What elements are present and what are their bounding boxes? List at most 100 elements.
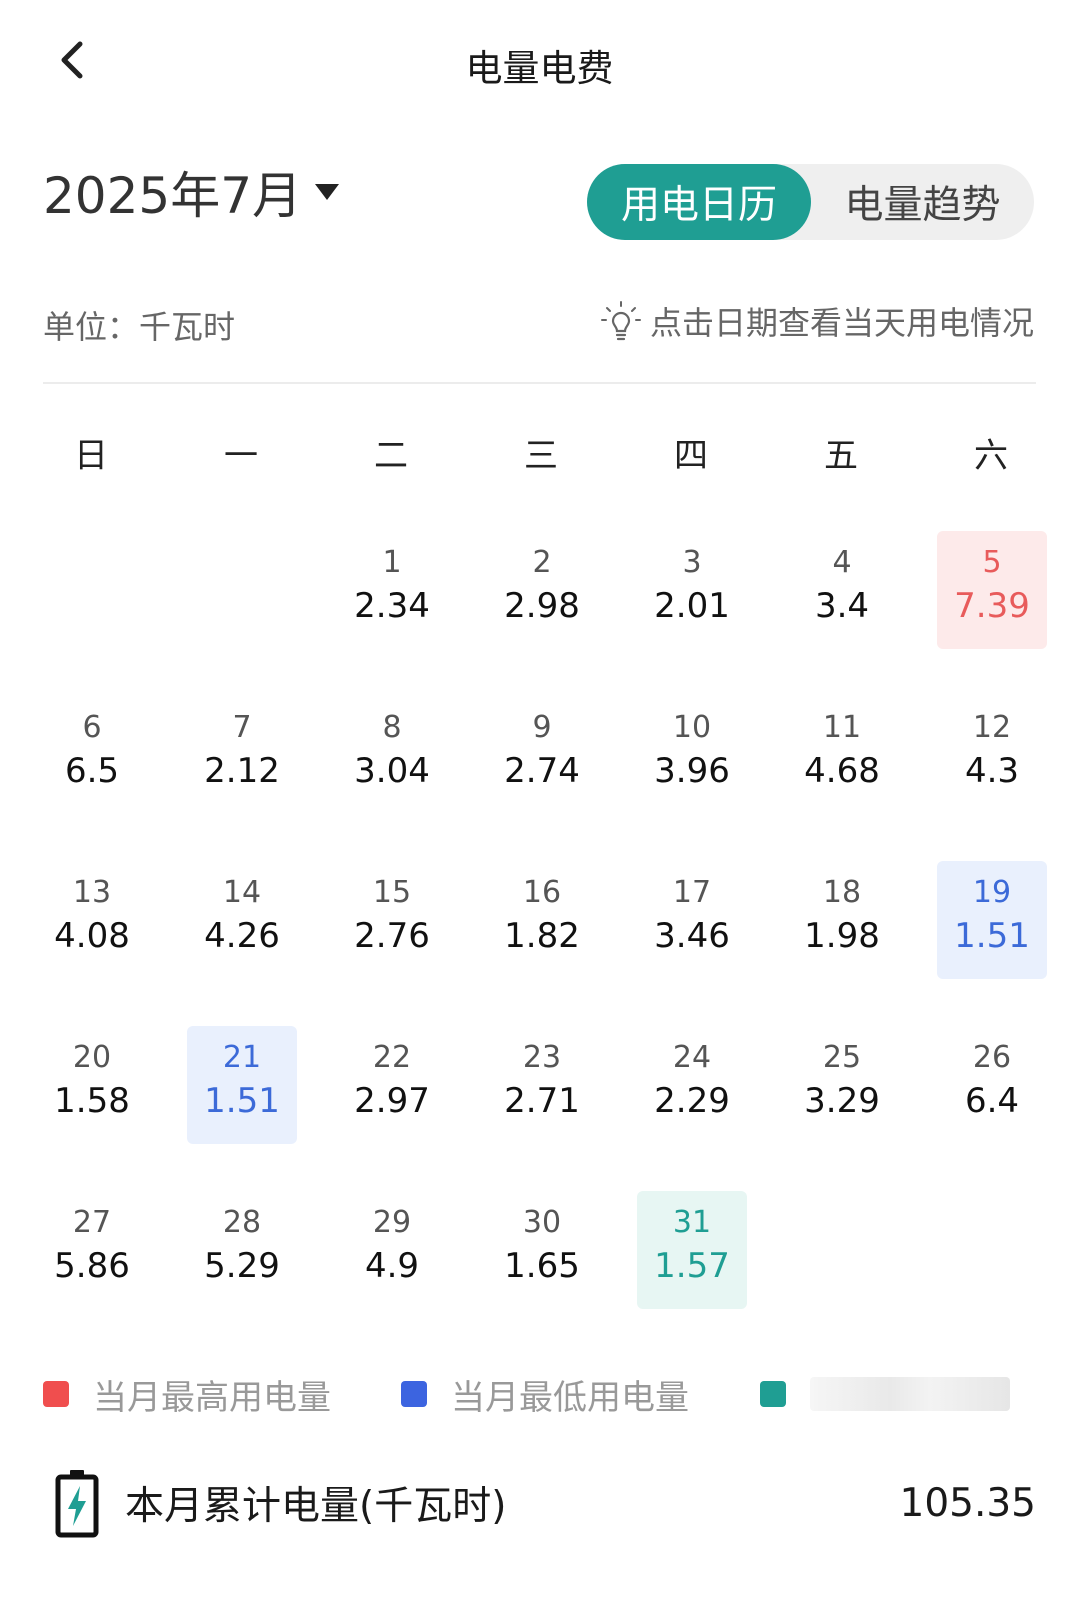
day-cell-bg: 8 3.04	[337, 696, 447, 814]
day-cell-bg: 16 1.82	[487, 861, 597, 979]
legend-label: 当月最高用电量	[93, 1377, 331, 1418]
day-number: 19	[972, 875, 1012, 910]
day-number: 14	[222, 875, 262, 910]
day-cell[interactable]: 20 1.58	[16, 1026, 166, 1191]
day-cell[interactable]: 13 4.08	[16, 861, 166, 1026]
day-usage: 2.71	[504, 1081, 580, 1121]
month-label: 2025年7月	[43, 167, 303, 225]
day-usage: 6.5	[64, 751, 120, 791]
day-cell-min[interactable]: 21 1.51	[166, 1026, 316, 1191]
day-number: 10	[672, 710, 712, 745]
day-number: 12	[972, 710, 1012, 745]
day-number: 3	[682, 545, 702, 580]
day-usage: 3.4	[814, 586, 870, 626]
day-number: 24	[672, 1040, 712, 1075]
day-usage: 4.3	[964, 751, 1020, 791]
day-cell-bg: 19 1.51	[937, 861, 1047, 979]
day-usage: 6.4	[964, 1081, 1020, 1121]
day-cell-bg: 13 4.08	[37, 861, 147, 979]
day-cell-bg: 23 2.71	[487, 1026, 597, 1144]
day-cell[interactable]: 14 4.26	[166, 861, 316, 1026]
day-number: 26	[972, 1040, 1012, 1075]
day-cell-bg: 17 3.46	[637, 861, 747, 979]
day-cell[interactable]: 26 6.4	[916, 1026, 1066, 1191]
tab-calendar[interactable]: 用电日历	[587, 164, 811, 240]
day-cell[interactable]: 11 4.68	[766, 696, 916, 861]
chevron-left-icon	[61, 41, 83, 79]
day-cell-max[interactable]: 5 7.39	[916, 531, 1066, 696]
calendar-week: 20 1.58 21 1.51 22 2.97 23 2.71 24 2.29 25 3.2…	[16, 1026, 1066, 1191]
day-cell[interactable]: 9 2.74	[466, 696, 616, 861]
day-cell[interactable]: 4 3.4	[766, 531, 916, 696]
day-cell[interactable]: 17 3.46	[616, 861, 766, 1026]
day-cell[interactable]: 30 1.65	[466, 1191, 616, 1356]
day-cell[interactable]: 28 5.29	[166, 1191, 316, 1356]
legend: 当月最高用电量 当月最低用电量	[43, 1370, 1036, 1418]
day-cell-bg: 14 4.26	[187, 861, 297, 979]
day-cell[interactable]: 12 4.3	[916, 696, 1066, 861]
weekday-header: 日 一 二 三 四 五 六	[16, 428, 1066, 477]
day-cell[interactable]: 15 2.76	[316, 861, 466, 1026]
day-cell-bg: 29 4.9	[337, 1191, 447, 1309]
day-cell-empty	[16, 531, 166, 696]
calendar-week: 6 6.5 7 2.12 8 3.04 9 2.74 10 3.96 11 4.68 12 4…	[16, 696, 1066, 861]
day-usage: 1.51	[204, 1081, 280, 1121]
day-number: 4	[832, 545, 852, 580]
day-number: 1	[382, 545, 402, 580]
day-cell-min[interactable]: 19 1.51	[916, 861, 1066, 1026]
back-button[interactable]	[50, 36, 98, 84]
day-cell[interactable]: 1 2.34	[316, 531, 466, 696]
day-cell-bg: 27 5.86	[37, 1191, 147, 1309]
lightbulb-icon	[600, 301, 641, 341]
day-cell[interactable]: 7 2.12	[166, 696, 316, 861]
summary-value: 105.35	[899, 1480, 1036, 1526]
day-number: 30	[522, 1205, 562, 1240]
monthly-summary: 本月累计电量(千瓦时) 105.35	[43, 1455, 1036, 1551]
calendar-week: 1 2.34 2 2.98 3 2.01 4 3.4 5 7.39	[16, 531, 1066, 696]
view-tabs: 用电日历 电量趋势	[587, 164, 1034, 240]
day-cell-bg: 6 6.5	[37, 696, 147, 814]
day-cell[interactable]: 18 1.98	[766, 861, 916, 1026]
day-number: 20	[72, 1040, 112, 1075]
calendar-grid: 1 2.34 2 2.98 3 2.01 4 3.4 5 7.39 6 6.5 7 2.12 …	[16, 531, 1066, 1356]
day-cell[interactable]: 25 3.29	[766, 1026, 916, 1191]
day-number: 16	[522, 875, 562, 910]
day-cell[interactable]: 2 2.98	[466, 531, 616, 696]
day-cell-bg: 30 1.65	[487, 1191, 597, 1309]
day-usage: 2.34	[354, 586, 430, 626]
day-number: 31	[672, 1205, 712, 1240]
unit-label: 单位：千瓦时	[43, 308, 236, 346]
day-cell-bg: 1 2.34	[337, 531, 447, 649]
day-usage: 2.97	[354, 1081, 430, 1121]
day-cell[interactable]: 10 3.96	[616, 696, 766, 861]
day-cell[interactable]: 6 6.5	[16, 696, 166, 861]
day-usage: 2.76	[354, 916, 430, 956]
day-cell[interactable]: 24 2.29	[616, 1026, 766, 1191]
caret-down-icon	[315, 184, 340, 200]
day-cell[interactable]: 27 5.86	[16, 1191, 166, 1356]
day-usage: 3.96	[654, 751, 730, 791]
day-number: 13	[72, 875, 112, 910]
day-usage: 7.39	[954, 586, 1030, 626]
day-usage: 2.74	[504, 751, 580, 791]
day-cell-bg: 7 2.12	[187, 696, 297, 814]
day-usage: 1.58	[54, 1081, 130, 1121]
day-cell-bg: 20 1.58	[37, 1026, 147, 1144]
weekday-label: 三	[524, 436, 558, 476]
day-cell[interactable]: 8 3.04	[316, 696, 466, 861]
day-usage: 1.57	[654, 1246, 730, 1286]
day-cell-bg: 18 1.98	[787, 861, 897, 979]
day-cell-bg: 12 4.3	[937, 696, 1047, 814]
day-cell[interactable]: 29 4.9	[316, 1191, 466, 1356]
day-cell-bg: 31 1.57	[637, 1191, 747, 1309]
day-cell-today[interactable]: 31 1.57	[616, 1191, 766, 1356]
day-cell[interactable]: 23 2.71	[466, 1026, 616, 1191]
month-picker[interactable]: 2025年7月	[43, 160, 340, 225]
tab-trend[interactable]: 电量趋势	[844, 183, 1001, 228]
day-cell-bg: 15 2.76	[337, 861, 447, 979]
day-cell[interactable]: 22 2.97	[316, 1026, 466, 1191]
legend-label: 当月最低用电量	[451, 1377, 689, 1418]
day-cell[interactable]: 3 2.01	[616, 531, 766, 696]
day-cell[interactable]: 16 1.82	[466, 861, 616, 1026]
hint-text: 点击日期查看当天用电情况	[649, 304, 1034, 342]
